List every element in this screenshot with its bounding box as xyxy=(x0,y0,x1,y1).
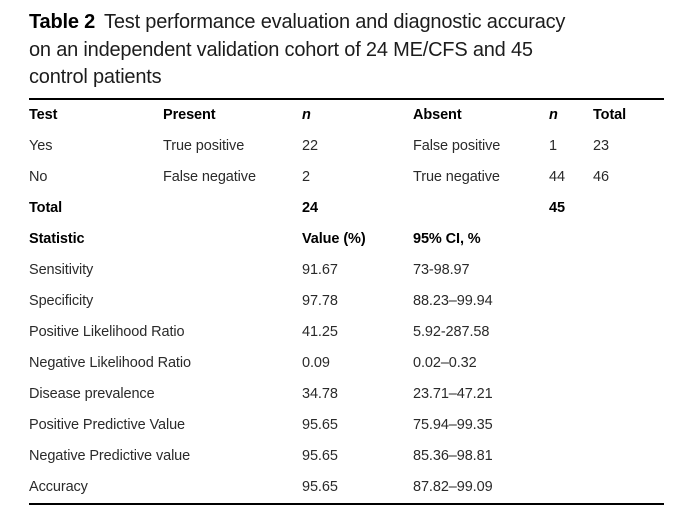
column-header-n-absent: n xyxy=(549,107,558,123)
stat-name: Sensitivity xyxy=(29,262,94,278)
cell-total-absent-n: 45 xyxy=(549,200,565,216)
stat-name: Disease prevalence xyxy=(29,386,155,402)
stat-value: 91.67 xyxy=(302,262,338,278)
column-header-present: Present xyxy=(163,107,216,123)
table-caption-line3: control patients xyxy=(29,66,162,88)
stat-name: Negative Predictive value xyxy=(29,448,191,464)
stat-value: 0.09 xyxy=(302,355,330,371)
matrix-header-row: Test Present n Absent n Total xyxy=(29,99,664,131)
stat-ci: 75.94–99.35 xyxy=(413,417,493,433)
cell-total: 46 xyxy=(593,169,609,185)
table-caption-line2: on an independent validation cohort of 2… xyxy=(29,38,533,61)
table-row: No False negative 2 True negative 44 46 xyxy=(29,162,664,193)
column-header-value: Value (%) xyxy=(302,231,366,247)
diagnostic-accuracy-table: Test Present n Absent n Total Yes True p… xyxy=(29,97,664,505)
table-row: Specificity 97.78 88.23–99.94 xyxy=(29,286,664,317)
table-caption-line1: Test performance evaluation and diagnost… xyxy=(104,11,566,33)
column-header-absent: Absent xyxy=(413,107,462,123)
stat-ci: 73-98.97 xyxy=(413,262,470,278)
cell-absent: False positive xyxy=(413,138,501,154)
stat-ci: 5.92-287.58 xyxy=(413,324,490,340)
stat-name: Positive Likelihood Ratio xyxy=(29,324,185,340)
cell-test: Yes xyxy=(29,138,53,154)
stat-ci: 85.36–98.81 xyxy=(413,448,493,464)
stat-ci: 88.23–99.94 xyxy=(413,293,493,309)
cell-present: False negative xyxy=(163,169,256,185)
stats-header-row: Statistic Value (%) 95% CI, % xyxy=(29,224,664,255)
column-header-ci: 95% CI, % xyxy=(413,231,481,247)
cell-present-n: 2 xyxy=(302,169,310,185)
cell-absent: True negative xyxy=(413,169,500,185)
stat-value: 97.78 xyxy=(302,293,338,309)
table-row: Yes True positive 22 False positive 1 23 xyxy=(29,131,664,162)
table-caption: Table 2 Test performance evaluation and d… xyxy=(29,9,664,92)
column-header-statistic: Statistic xyxy=(29,231,85,247)
stat-name: Negative Likelihood Ratio xyxy=(29,355,191,371)
stat-ci: 23.71–47.21 xyxy=(413,386,493,402)
cell-empty xyxy=(413,193,549,224)
stat-value: 34.78 xyxy=(302,386,338,402)
cell-empty xyxy=(593,193,664,224)
stat-ci: 87.82–99.09 xyxy=(413,479,493,495)
matrix-total-row: Total 24 45 xyxy=(29,193,664,224)
cell-present: True positive xyxy=(163,138,245,154)
stat-value: 95.65 xyxy=(302,417,338,433)
cell-absent-n: 1 xyxy=(549,138,557,154)
stat-name: Positive Predictive Value xyxy=(29,417,186,433)
cell-present-n: 22 xyxy=(302,138,318,154)
cell-test: No xyxy=(29,169,48,185)
stat-name: Specificity xyxy=(29,293,94,309)
table-row: Disease prevalence 34.78 23.71–47.21 xyxy=(29,379,664,410)
table-row: Positive Likelihood Ratio 41.25 5.92-287… xyxy=(29,317,664,348)
cell-empty xyxy=(163,193,302,224)
stat-ci: 0.02–0.32 xyxy=(413,355,477,371)
table-row: Sensitivity 91.67 73-98.97 xyxy=(29,255,664,286)
stat-value: 95.65 xyxy=(302,479,338,495)
table-row: Negative Likelihood Ratio 0.09 0.02–0.32 xyxy=(29,348,664,379)
cell-total-label: Total xyxy=(29,200,63,216)
column-header-test: Test xyxy=(29,107,58,123)
table-row: Negative Predictive value 95.65 85.36–98… xyxy=(29,441,664,472)
table-caption-label: Table 2 xyxy=(29,11,96,33)
cell-total-present-n: 24 xyxy=(302,200,318,216)
cell-absent-n: 44 xyxy=(549,169,565,185)
column-header-total: Total xyxy=(593,107,627,123)
cell-total: 23 xyxy=(593,138,609,154)
stat-value: 95.65 xyxy=(302,448,338,464)
column-header-n-present: n xyxy=(302,107,311,123)
stat-name: Accuracy xyxy=(29,479,88,495)
table-row: Accuracy 95.65 87.82–99.09 xyxy=(29,472,664,504)
stat-value: 41.25 xyxy=(302,324,338,340)
table-row: Positive Predictive Value 95.65 75.94–99… xyxy=(29,410,664,441)
